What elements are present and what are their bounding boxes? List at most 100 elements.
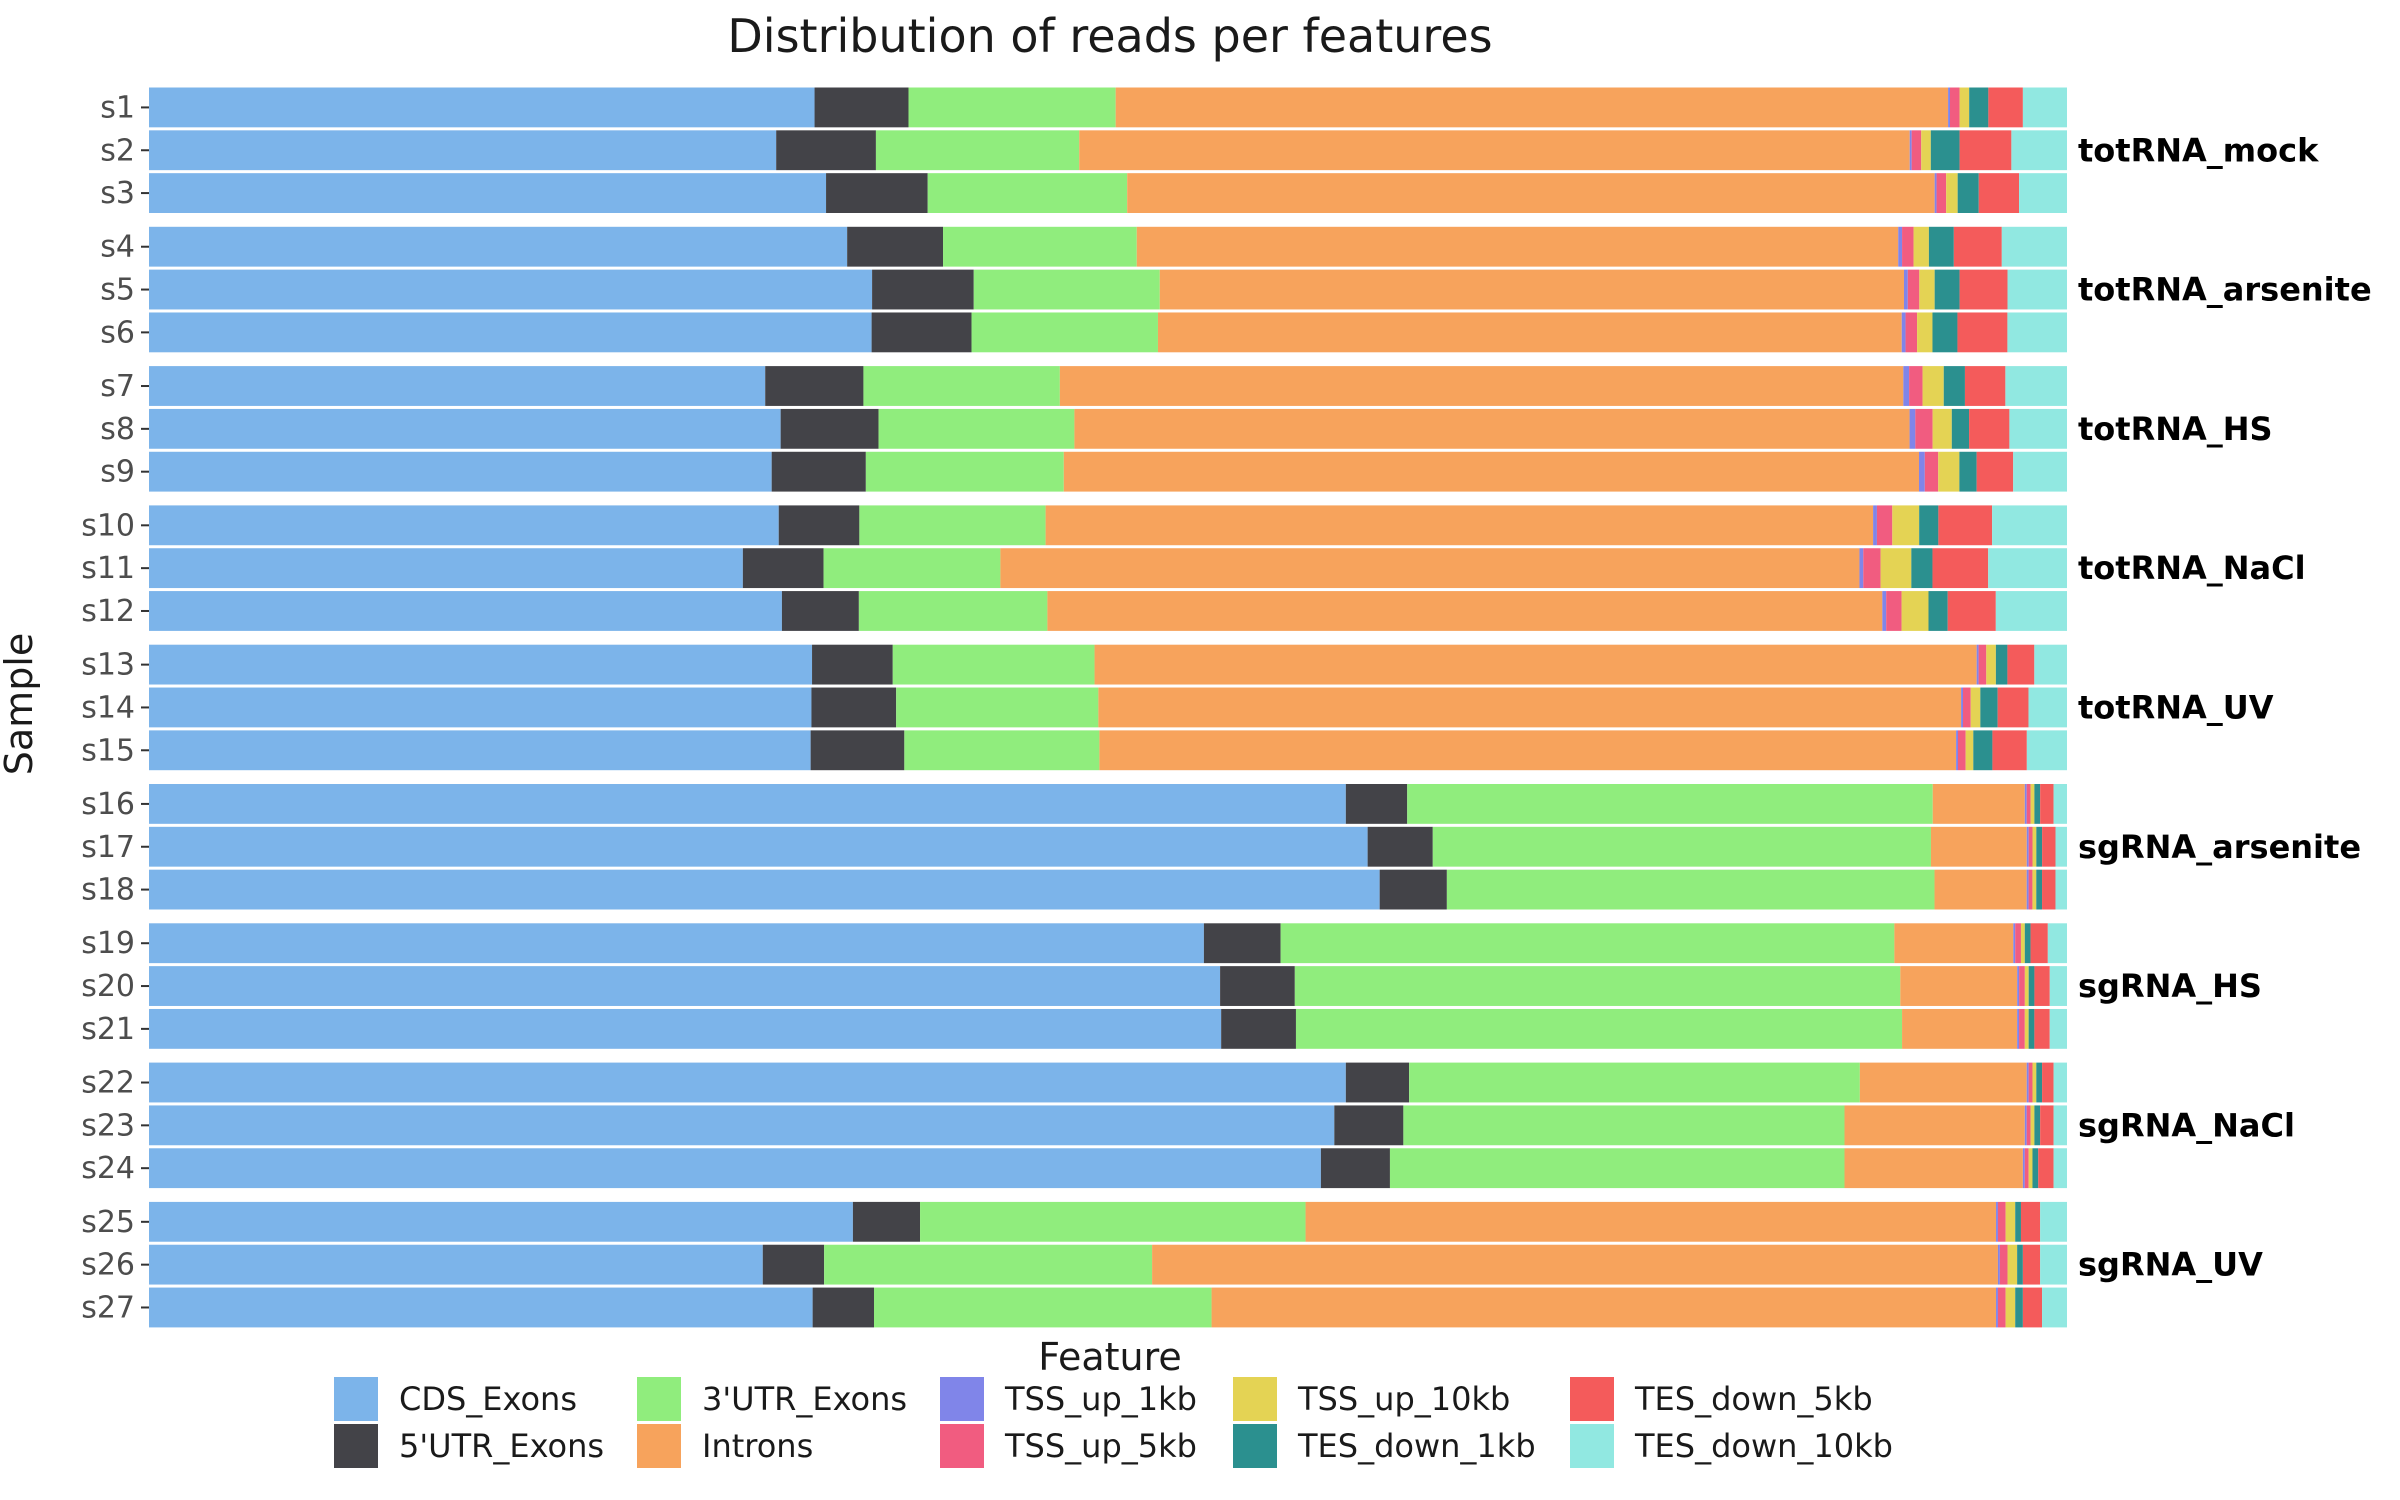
bar-segment-s26-3utr-exons [824, 1244, 1153, 1285]
bar-segment-s22-cds-exons [149, 1062, 1346, 1103]
bar-segment-s22-tss-up-5kb [2028, 1062, 2033, 1103]
bar-segment-s4-tss-up-10kb [1913, 226, 1929, 267]
bar-segment-s16-3utr-exons [1407, 784, 1933, 824]
bar-segment-s3-tes-down-5kb [1978, 173, 2020, 213]
bar-segment-s6-tes-down-1kb [1932, 312, 1958, 353]
bar-segment-s12-tes-down-5kb [1947, 591, 1996, 631]
bar-segment-s9-tss-up-5kb [1924, 451, 1939, 492]
bar-segment-s12-tss-up-10kb [1901, 591, 1929, 631]
bar-segment-s5-tes-down-5kb [1959, 269, 2008, 310]
bar-segment-s14-tes-down-1kb [1980, 687, 1998, 728]
bar-segment-s26-tes-down-10kb [2040, 1244, 2067, 1285]
bar-segment-s27-cds-exons [149, 1287, 813, 1328]
bar-segment-s12-introns [1047, 591, 1883, 631]
bar-segment-s10-tes-down-1kb [1919, 505, 1939, 546]
bar-segment-s17-tss-up-10kb [2032, 826, 2037, 867]
bar-segment-s12-tes-down-10kb [1995, 591, 2067, 631]
bar-segment-s16-tes-down-1kb [2034, 784, 2041, 824]
bar-segment-s10-tss-up-10kb [1892, 505, 1920, 546]
bar-segment-s17-tes-down-1kb [2036, 826, 2043, 867]
facet-label-totrna-nacl: totRNA_NaCl [2078, 549, 2306, 587]
bar-segment-s4-tss-up-1kb [1898, 226, 1903, 267]
legend-swatch-tss-up-5kb [940, 1424, 984, 1468]
bar-segment-s12-tss-up-5kb [1886, 591, 1902, 631]
bar-segment-s15-cds-exons [149, 730, 811, 771]
legend-label-introns: Introns [702, 1427, 813, 1465]
bar-segment-s25-3utr-exons [920, 1201, 1306, 1242]
bar-segment-s6-3utr-exons [971, 312, 1158, 353]
bar-segment-s7-tss-up-5kb [1909, 366, 1923, 406]
bar-segment-s7-tss-up-1kb [1903, 366, 1910, 406]
legend-swatch-5utr-exons [334, 1424, 378, 1468]
bar-segment-s14-3utr-exons [896, 687, 1099, 728]
bar-segment-s26-tes-down-5kb [2022, 1244, 2041, 1285]
bar-segment-s16-introns [1932, 784, 2025, 824]
bar-segment-s19-tss-up-1kb [2013, 923, 2016, 964]
bar-segment-s2-5utr-exons [776, 130, 876, 171]
y-tick-label-s25: s25 [81, 1205, 135, 1240]
bar-segment-s23-tss-up-10kb [2030, 1105, 2035, 1146]
bar-segment-s14-5utr-exons [811, 687, 897, 728]
bar-segment-s4-5utr-exons [847, 226, 944, 267]
bar-segment-s21-tes-down-5kb [2034, 1008, 2050, 1049]
bar-segment-s25-tes-down-10kb [2040, 1201, 2067, 1242]
bar-segment-s15-3utr-exons [904, 730, 1100, 771]
bar-segment-s5-3utr-exons [973, 269, 1160, 310]
bar-segment-s23-tes-down-10kb [2053, 1105, 2067, 1146]
bar-segment-s1-5utr-exons [814, 87, 909, 128]
bar-segment-s8-5utr-exons [780, 408, 879, 449]
legend-label-tes-down-10kb: TES_down_10kb [1634, 1427, 1893, 1465]
bar-segment-s21-tes-down-1kb [2028, 1008, 2035, 1049]
bar-segment-s3-tes-down-1kb [1957, 173, 1979, 213]
facet-label-totrna-hs: totRNA_HS [2078, 410, 2273, 448]
bar-segment-s8-tes-down-5kb [1969, 408, 2010, 449]
bar-segment-s13-tss-up-10kb [1986, 644, 1996, 685]
bar-segment-s23-introns [1844, 1105, 2025, 1146]
y-tick-label-s5: s5 [100, 273, 135, 308]
bar-segment-s11-tss-up-10kb [1880, 548, 1912, 589]
bar-segment-s21-tss-up-5kb [2019, 1008, 2025, 1049]
bar-segment-s22-5utr-exons [1345, 1062, 1410, 1103]
bar-segment-s3-cds-exons [149, 173, 827, 213]
bar-segment-s1-cds-exons [149, 87, 815, 128]
bar-segment-s9-3utr-exons [865, 451, 1064, 492]
bar-segment-s12-cds-exons [149, 591, 782, 631]
bar-segment-s19-3utr-exons [1280, 923, 1895, 964]
bar-segment-s15-introns [1099, 730, 1957, 771]
bar-segment-s16-5utr-exons [1345, 784, 1408, 824]
bar-segment-s24-tss-up-10kb [2028, 1148, 2033, 1189]
bar-segment-s5-tes-down-1kb [1934, 269, 1960, 310]
bar-segment-s12-tss-up-1kb [1882, 591, 1887, 631]
chart-title: Distribution of reads per features [727, 9, 1492, 63]
bar-segment-s23-5utr-exons [1334, 1105, 1404, 1146]
bar-segment-s27-tes-down-1kb [2015, 1287, 2023, 1328]
legend-label-3utr-exons: 3'UTR_Exons [702, 1380, 907, 1418]
bar-segment-s9-tss-up-1kb [1919, 451, 1925, 492]
bar-segment-s15-tes-down-10kb [2026, 730, 2067, 771]
bar-segment-s12-tes-down-1kb [1928, 591, 1948, 631]
bar-segment-s17-tes-down-10kb [2055, 826, 2067, 867]
bar-segment-s7-introns [1059, 366, 1904, 406]
bar-segment-s26-tss-up-10kb [2007, 1244, 2018, 1285]
bar-segment-s10-3utr-exons [859, 505, 1046, 546]
bar-segment-s23-3utr-exons [1403, 1105, 1845, 1146]
bar-segment-s21-tss-up-10kb [2024, 1008, 2029, 1049]
bar-segment-s6-cds-exons [149, 312, 872, 353]
bar-segment-s27-tss-up-10kb [2005, 1287, 2016, 1328]
bar-segment-s6-tss-up-10kb [1917, 312, 1933, 353]
y-tick-label-s24: s24 [81, 1151, 135, 1186]
bar-segment-s27-tes-down-5kb [2022, 1287, 2043, 1328]
bar-segment-s6-tss-up-5kb [1905, 312, 1918, 353]
bar-segment-s24-tes-down-1kb [2032, 1148, 2039, 1189]
bar-segment-s19-5utr-exons [1203, 923, 1281, 964]
bar-segment-s4-3utr-exons [943, 226, 1137, 267]
plot-panels: s1 s2 s3 totRNA_mock s4 s5 s6 totRNA_arsenite s7… [81, 87, 2372, 1328]
bar-segment-s6-tes-down-10kb [2007, 312, 2067, 353]
bar-segment-s9-tes-down-10kb [2013, 451, 2067, 492]
y-tick-label-s26: s26 [81, 1248, 135, 1283]
bar-segment-s1-3utr-exons [908, 87, 1116, 128]
bar-segment-s22-tes-down-5kb [2042, 1062, 2054, 1103]
bar-segment-s10-tes-down-10kb [1992, 505, 2067, 546]
bar-segment-s19-introns [1894, 923, 2014, 964]
